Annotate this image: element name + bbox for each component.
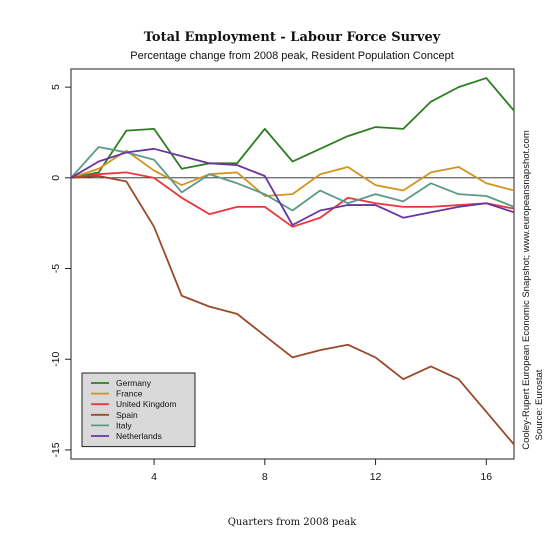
chart-title: Total Employment - Labour Force Survey: [144, 30, 441, 45]
series-line-united-kingdom: [70, 171, 515, 228]
legend-box: [81, 372, 196, 448]
legend-entry: Spain: [116, 410, 138, 420]
x-tick-label: 4: [151, 471, 157, 483]
source-note: Source: Eurostat: [534, 369, 545, 440]
series-line-netherlands: [70, 147, 515, 226]
y-tick-label: 5: [50, 84, 62, 90]
series-line-france: [70, 149, 515, 197]
x-tick-label: 8: [262, 471, 268, 483]
chart-subtitle: Percentage change from 2008 peak, Reside…: [130, 50, 454, 62]
legend-entry: Italy: [116, 420, 132, 430]
y-tick-label: -5: [50, 264, 62, 273]
legend-entry: Germany: [116, 378, 152, 388]
legend-entry: Netherlands: [116, 431, 162, 441]
legend-entry: France: [116, 389, 143, 399]
series-line-germany: [70, 77, 515, 179]
side-note: Cooley-Rupert European Economic Snapshot…: [521, 130, 532, 450]
y-tick-label: -15: [50, 442, 62, 457]
series-line-spain: [70, 175, 515, 446]
legend-entry: United Kingdom: [116, 399, 176, 409]
plot-frame: [70, 68, 515, 460]
y-tick-label: 0: [50, 175, 62, 181]
y-tick-label: -10: [50, 351, 62, 366]
x-tick-label: 16: [480, 471, 492, 483]
x-tick-label: 12: [370, 471, 382, 483]
x-axis-label: Quarters from 2008 peak: [228, 517, 357, 528]
series-line-italy: [70, 146, 515, 212]
